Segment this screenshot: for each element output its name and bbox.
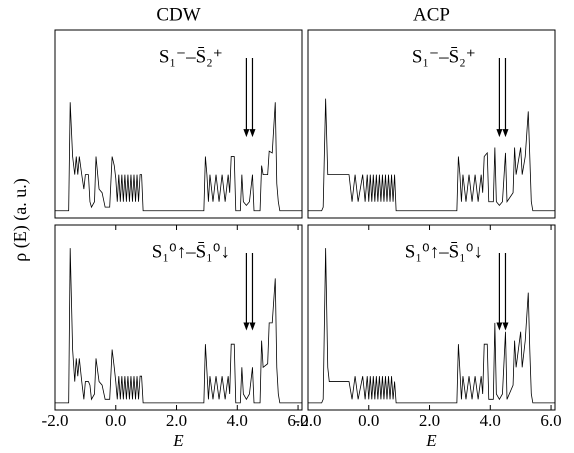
arrow-head <box>502 129 509 138</box>
x-tick-label: 2.0 <box>419 411 440 430</box>
arrow-head <box>243 129 250 138</box>
panel-frame <box>307 224 556 411</box>
x-tick-label: 0.0 <box>358 411 379 430</box>
y-axis-label: ρ (E) (a. u.) <box>10 178 31 261</box>
x-tick-label: 0.0 <box>105 411 126 430</box>
x-tick-label: 4.0 <box>480 411 501 430</box>
x-tick-label: 6.0 <box>540 411 561 430</box>
panel-annotation: S₁⁻–S̄₂⁺ <box>412 46 476 67</box>
x-axis-label: E <box>425 431 437 450</box>
dos-line <box>55 102 302 212</box>
arrow-head <box>249 322 256 331</box>
panel-frame <box>307 29 556 219</box>
x-tick-label: 2.0 <box>166 411 187 430</box>
x-tick-label: -2.0 <box>295 411 322 430</box>
x-axis-label: E <box>172 431 184 450</box>
panel-frame <box>54 224 303 411</box>
x-tick-label: 4.0 <box>227 411 248 430</box>
panel-annotation: S₁⁰↑–S̄₁⁰↓ <box>405 241 483 262</box>
panel-title: CDW <box>156 4 200 25</box>
panel-annotation: S₁⁻–S̄₂⁺ <box>159 46 223 67</box>
dos-line <box>308 98 555 212</box>
x-tick-label: 6.0 <box>287 411 308 430</box>
dos-line <box>55 248 302 404</box>
panel-title: ACP <box>413 4 450 25</box>
dos-line <box>308 248 555 404</box>
arrow-head <box>496 129 503 138</box>
arrow-head <box>496 322 503 331</box>
arrow-head <box>243 322 250 331</box>
panel-frame <box>54 29 303 219</box>
x-tick-label: -2.0 <box>42 411 69 430</box>
arrow-head <box>249 129 256 138</box>
panel-annotation: S₁⁰↑–S̄₁⁰↓ <box>152 241 230 262</box>
arrow-head <box>502 322 509 331</box>
